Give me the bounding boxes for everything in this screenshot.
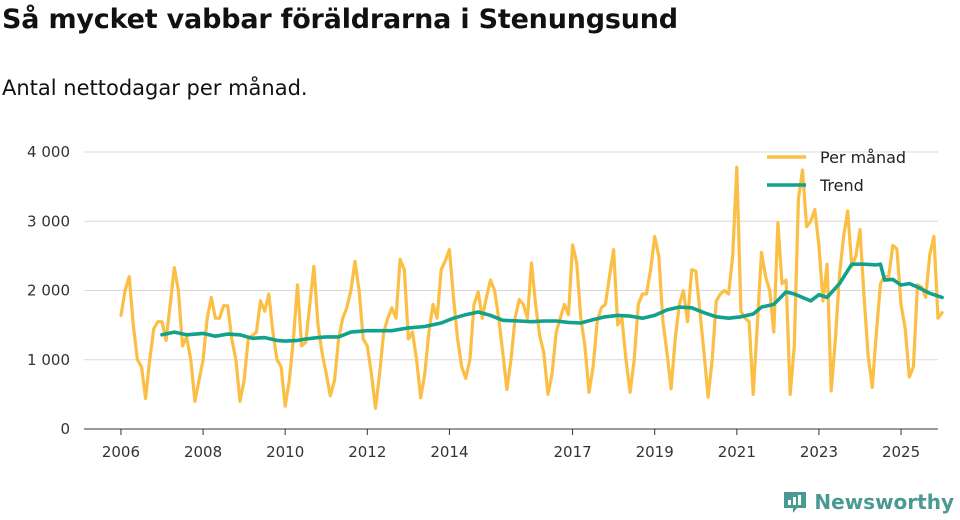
- x-tick-label: 2025: [882, 443, 920, 461]
- x-tick-label: 2012: [348, 443, 386, 461]
- chart-title: Så mycket vabbar föräldrarna i Stenungsu…: [2, 4, 678, 35]
- x-tick-label: 2017: [553, 443, 591, 461]
- series-group: [119, 165, 944, 410]
- x-tick-label: 2008: [184, 443, 222, 461]
- x-tick-label: 2006: [102, 443, 140, 461]
- legend-label-per-manad: Per månad: [820, 148, 906, 167]
- x-tick-label: 2014: [430, 443, 468, 461]
- y-tick-label: 1 000: [27, 351, 70, 369]
- newsworthy-icon: [784, 492, 807, 513]
- series-line-per-manad: [119, 165, 944, 410]
- grid-lines: [84, 151, 938, 361]
- x-tick-label: 2021: [718, 443, 756, 461]
- x-tick-label: 2010: [266, 443, 304, 461]
- newsworthy-logo: Newsworthy: [782, 489, 954, 515]
- y-tick-label: 0: [60, 420, 70, 438]
- y-tick-label: 4 000: [27, 143, 70, 161]
- series-line-trend: [160, 262, 944, 343]
- legend-label-trend: Trend: [819, 176, 864, 195]
- chart-subtitle: Antal nettodagar per månad.: [2, 76, 308, 100]
- y-tick-label: 2 000: [27, 282, 70, 300]
- x-tick-label: 2019: [636, 443, 674, 461]
- y-axis: 0 1 000 2 000 3 000 4 000: [27, 143, 70, 438]
- y-tick-label: 3 000: [27, 212, 70, 230]
- legend: Per månad Trend: [767, 148, 906, 195]
- x-tick-label: 2023: [800, 443, 838, 461]
- brand-name: Newsworthy: [814, 490, 954, 514]
- x-axis: 2006 2008 2010 2012 2014 2017 2019 2021 2023 2025: [84, 428, 938, 461]
